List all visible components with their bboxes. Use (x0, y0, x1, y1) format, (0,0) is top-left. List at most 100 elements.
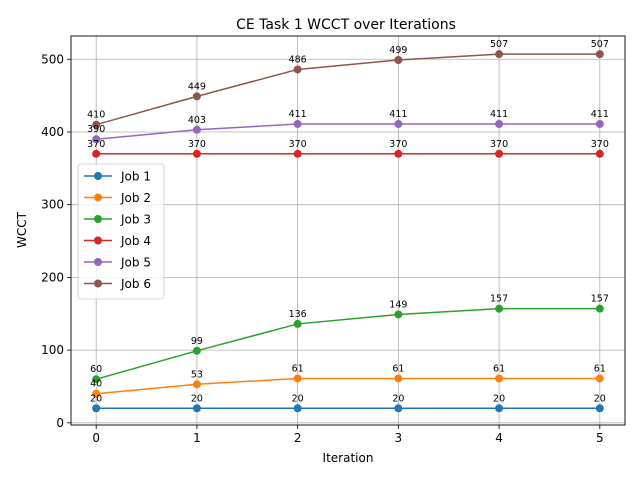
data-label-job-5: 411 (389, 109, 407, 120)
legend-marker-job-6 (94, 279, 102, 288)
data-label-job-2: 61 (594, 363, 606, 374)
y-tick-label: 0 (56, 416, 64, 430)
legend-label-job-1: Job 1 (120, 170, 151, 184)
series-lines (92, 50, 604, 413)
data-label-job-6: 507 (490, 39, 508, 50)
data-point-job-5 (394, 119, 403, 128)
legend-marker-job-3 (94, 215, 102, 223)
data-point-job-3 (293, 319, 302, 328)
data-point-job-1 (293, 404, 302, 413)
data-label-job-2: 53 (191, 369, 203, 380)
data-point-job-4 (495, 149, 504, 158)
data-label-job-6: 410 (87, 110, 105, 121)
data-point-job-6 (293, 65, 302, 74)
legend-marker-job-1 (94, 172, 102, 180)
data-label-job-3: 149 (389, 299, 407, 310)
data-label-job-3: 136 (289, 309, 307, 320)
data-labels: 20 20 20 20 20 20 40 53 61 61 61 61 60 99 136 149 157 157… (87, 39, 609, 404)
data-label-job-4: 370 (591, 139, 609, 150)
data-label-job-4: 370 (490, 139, 508, 150)
legend-marker-job-4 (94, 236, 102, 245)
legend-label-job-5: Job 5 (120, 256, 151, 270)
data-label-job-1: 20 (392, 393, 404, 404)
x-tick-label: 2 (294, 431, 302, 445)
legend: Job 1 Job 2 Job 3 Job 4 Job 5 Job 6 (77, 163, 165, 300)
data-label-job-6: 449 (188, 81, 206, 92)
data-label-job-5: 411 (490, 109, 508, 120)
data-label-job-5: 390 (87, 124, 105, 135)
data-point-job-6 (495, 50, 504, 59)
legend-marker-job-2 (94, 193, 102, 202)
data-point-job-2 (495, 374, 504, 383)
data-label-job-1: 20 (594, 393, 606, 404)
data-point-job-2 (595, 374, 604, 383)
data-point-job-1 (394, 404, 403, 413)
data-label-job-2: 40 (90, 379, 102, 390)
data-point-job-6 (595, 50, 604, 59)
data-point-job-5 (192, 125, 201, 134)
y-tick-label: 400 (41, 125, 64, 139)
data-label-job-1: 20 (90, 393, 102, 404)
plot-area-frame (70, 35, 626, 426)
data-point-job-6 (394, 55, 403, 64)
x-tick-label: 3 (395, 431, 403, 445)
data-label-job-2: 61 (292, 363, 304, 374)
y-tick-label: 300 (41, 198, 64, 212)
data-point-job-2 (394, 374, 403, 383)
series-line-job-6 (95, 53, 600, 126)
data-label-job-3: 157 (490, 294, 508, 305)
y-tick-label: 200 (41, 270, 64, 284)
data-point-job-4 (192, 149, 201, 158)
data-point-job-2 (92, 389, 101, 398)
data-label-job-1: 20 (292, 393, 304, 404)
data-point-job-3 (192, 346, 201, 355)
data-point-job-1 (495, 404, 504, 413)
x-tick-label: 0 (92, 431, 100, 445)
data-point-job-5 (595, 119, 604, 128)
data-label-job-3: 99 (191, 336, 203, 347)
series-line-job-5 (96, 123, 600, 140)
data-label-job-6: 507 (591, 39, 609, 50)
axis-ticks: 0 1 2 3 4 5 0 100 200 300 400 500 (41, 52, 604, 445)
data-point-job-5 (293, 119, 302, 128)
legend-label-job-4: Job 4 (120, 234, 151, 248)
data-point-job-2 (192, 380, 201, 389)
x-tick-label: 1 (193, 431, 201, 445)
data-label-job-6: 486 (289, 54, 307, 65)
legend-label-job-3: Job 3 (120, 213, 151, 227)
data-label-job-5: 411 (591, 109, 609, 120)
data-point-job-3 (394, 310, 403, 319)
data-point-job-1 (192, 404, 201, 413)
x-tick-label: 5 (596, 431, 604, 445)
data-point-job-3 (92, 375, 101, 384)
data-point-job-4 (595, 149, 604, 158)
x-axis-label: Iteration (323, 451, 374, 465)
data-point-job-6 (92, 120, 101, 129)
data-point-job-4 (293, 149, 302, 158)
data-label-job-2: 61 (493, 363, 505, 374)
data-point-job-3 (495, 304, 504, 313)
data-point-job-5 (495, 119, 504, 128)
data-point-job-5 (92, 135, 101, 144)
data-label-job-4: 370 (389, 139, 407, 150)
series-line-job-2 (96, 377, 600, 395)
data-point-job-2 (293, 374, 302, 383)
x-tick-label: 4 (495, 431, 503, 445)
y-tick-label: 500 (41, 52, 64, 66)
data-point-job-6 (192, 92, 201, 101)
y-tick-label: 100 (41, 343, 64, 357)
data-point-job-4 (92, 149, 101, 158)
data-label-job-4: 370 (188, 139, 206, 150)
data-label-job-2: 61 (392, 363, 404, 374)
data-label-job-4: 370 (289, 139, 307, 150)
data-point-job-1 (92, 404, 101, 413)
series-line-job-3 (95, 307, 600, 380)
data-label-job-1: 20 (493, 393, 505, 404)
data-label-job-6: 499 (389, 45, 407, 56)
data-label-job-3: 157 (591, 294, 609, 305)
data-point-job-4 (394, 149, 403, 158)
data-label-job-5: 411 (289, 109, 307, 120)
legend-marker-job-5 (94, 258, 102, 266)
data-point-job-1 (595, 404, 604, 413)
